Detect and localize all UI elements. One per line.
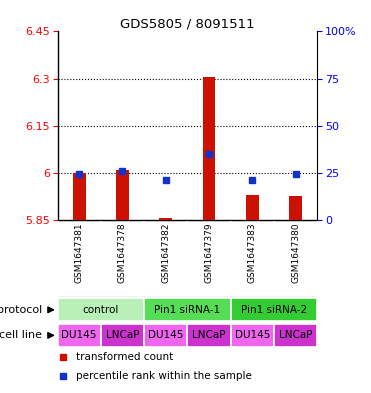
Bar	[231, 324, 274, 347]
Bar	[159, 217, 172, 220]
Bar	[58, 324, 101, 347]
Text: cell line: cell line	[0, 331, 42, 340]
Bar	[187, 324, 231, 347]
Bar	[101, 324, 144, 347]
Text: LNCaP: LNCaP	[106, 331, 139, 340]
Text: GSM1647383: GSM1647383	[248, 223, 257, 283]
Text: percentile rank within the sample: percentile rank within the sample	[76, 371, 252, 381]
Bar	[144, 298, 231, 321]
Text: Pin1 siRNA-2: Pin1 siRNA-2	[241, 305, 307, 315]
Bar	[289, 196, 302, 220]
Text: DU145: DU145	[62, 331, 97, 340]
Text: GSM1647382: GSM1647382	[161, 223, 170, 283]
Text: GSM1647381: GSM1647381	[75, 223, 83, 283]
Text: transformed count: transformed count	[76, 353, 173, 362]
Text: GSM1647380: GSM1647380	[291, 223, 300, 283]
Text: LNCaP: LNCaP	[192, 331, 226, 340]
Bar	[144, 324, 187, 347]
Text: protocol: protocol	[0, 305, 42, 315]
Bar	[246, 195, 259, 220]
Text: Pin1 siRNA-1: Pin1 siRNA-1	[154, 305, 220, 315]
Bar	[274, 324, 317, 347]
Text: GSM1647378: GSM1647378	[118, 223, 127, 283]
Bar	[231, 298, 317, 321]
Title: GDS5805 / 8091511: GDS5805 / 8091511	[120, 17, 255, 30]
Text: GSM1647379: GSM1647379	[204, 223, 213, 283]
Bar	[116, 169, 129, 220]
Text: control: control	[83, 305, 119, 315]
Bar	[73, 173, 86, 220]
Bar	[58, 298, 144, 321]
Text: LNCaP: LNCaP	[279, 331, 312, 340]
Text: DU145: DU145	[148, 331, 183, 340]
Text: DU145: DU145	[234, 331, 270, 340]
Bar	[203, 77, 216, 220]
